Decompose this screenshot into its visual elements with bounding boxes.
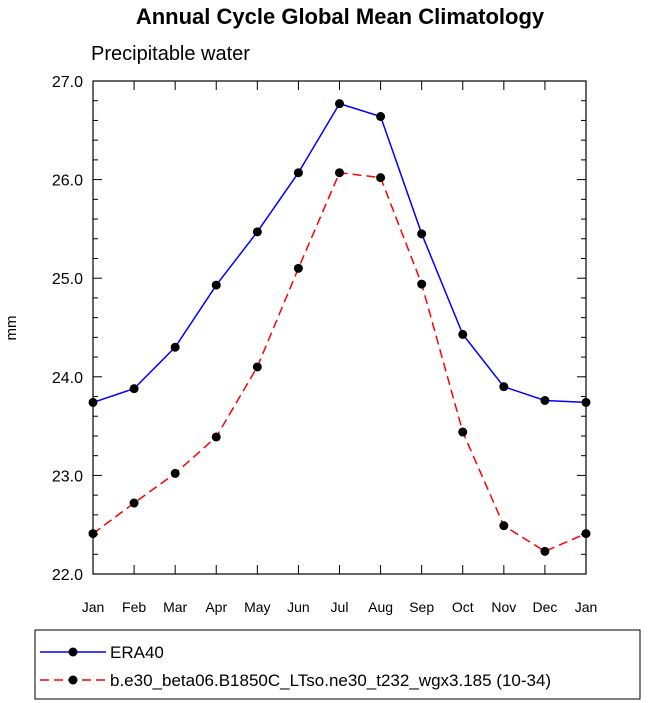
- data-point-s2-12: [540, 546, 550, 556]
- data-point-s1-6: [293, 168, 303, 178]
- data-point-s2-9: [417, 279, 427, 289]
- data-point-s2-3: [170, 468, 180, 478]
- data-point-s1-11: [499, 382, 509, 392]
- legend-marker-1: [68, 647, 78, 657]
- x-tick-label: Jan: [82, 599, 105, 615]
- data-point-s1-5: [252, 227, 262, 237]
- data-point-s1-4: [211, 280, 221, 290]
- x-tick-label: May: [244, 599, 270, 615]
- data-point-s1-7: [335, 99, 344, 109]
- y-tick-label: 26.0: [52, 173, 83, 190]
- legend-marker-2: [68, 675, 78, 685]
- data-point-s1-8: [376, 111, 386, 121]
- y-tick-label: 27.0: [52, 74, 83, 91]
- chart-title: Annual Cycle Global Mean Climatology: [136, 4, 545, 29]
- data-point-s2-10: [458, 427, 468, 437]
- data-point-s1-12: [540, 395, 550, 405]
- x-tick-label: Jan: [575, 599, 598, 615]
- data-point-s2-4: [211, 432, 221, 442]
- data-point-s2-8: [376, 173, 386, 183]
- x-tick-label: Nov: [491, 599, 516, 615]
- y-tick-label: 24.0: [52, 370, 83, 387]
- data-point-s2-2: [129, 498, 139, 508]
- plot-frame: [92, 80, 587, 575]
- plot-area: 22.0 23.0 24.0 25.0 26.0 27.0 Jan Feb Mar Apr May J…: [52, 74, 597, 615]
- y-tick-label: 22.0: [52, 567, 83, 584]
- data-point-s2-6: [293, 263, 303, 273]
- series-line-2: [92, 171, 587, 553]
- x-tick-label: Feb: [122, 599, 146, 615]
- data-point-s2-11: [499, 521, 509, 531]
- x-tick-label: Apr: [205, 599, 227, 615]
- x-tick-label: Jun: [287, 599, 310, 615]
- data-point-s1-3: [170, 342, 180, 352]
- x-tick-label: Dec: [532, 599, 557, 615]
- legend-entries: ERA40 b.e30_beta06.B1850C_LTso.ne30_t232_…: [40, 643, 551, 690]
- x-tick-label: Jul: [331, 599, 349, 615]
- x-tick-label: Sep: [409, 599, 434, 615]
- x-tick-label: Aug: [368, 599, 393, 615]
- legend: ERA40 b.e30_beta06.B1850C_LTso.ne30_t232_…: [34, 629, 641, 700]
- legend-box: [34, 629, 641, 700]
- y-tick-label: 25.0: [52, 271, 83, 288]
- y-tick-label: 23.0: [52, 468, 83, 485]
- data-point-s1-10: [458, 329, 468, 339]
- x-tick-label: Mar: [163, 599, 187, 615]
- legend-label-1: ERA40: [110, 643, 164, 662]
- series-line-1: [92, 102, 587, 404]
- data-point-s1-9: [417, 229, 427, 239]
- legend-label-2: b.e30_beta06.B1850C_LTso.ne30_t232_wgx3.…: [110, 671, 551, 690]
- x-tick-label: Oct: [452, 599, 474, 615]
- data-point-s2-7: [335, 168, 344, 178]
- data-point-s1-2: [129, 384, 139, 394]
- data-point-s2-5: [252, 362, 262, 372]
- y-axis-label: mm: [3, 316, 20, 341]
- chart-subtitle: Precipitable water: [91, 43, 250, 65]
